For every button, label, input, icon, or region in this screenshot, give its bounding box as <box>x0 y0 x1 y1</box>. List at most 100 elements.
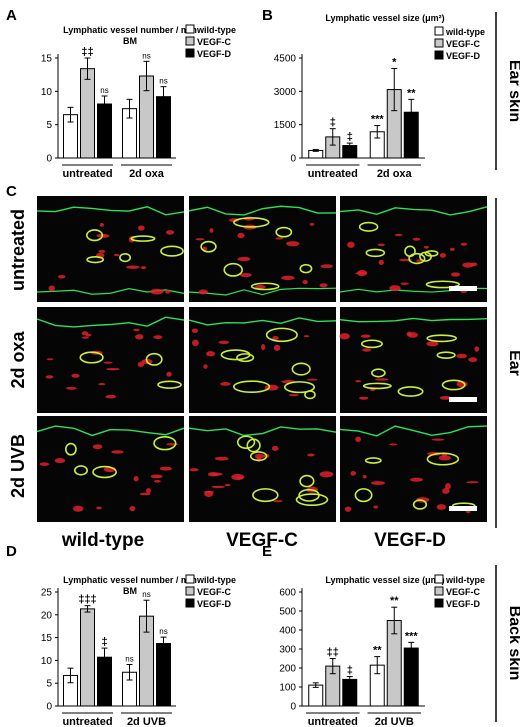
blood-vessel-mark <box>456 353 468 359</box>
epidermis-line <box>36 425 185 437</box>
blood-vessel-mark <box>204 490 214 498</box>
blood-vessel-mark <box>239 272 252 278</box>
col-label-vegf-c: VEGF-C <box>226 530 298 551</box>
blood-vessel-mark <box>133 476 139 482</box>
blood-vessel-mark <box>153 335 163 340</box>
blood-vessel-mark <box>423 245 429 249</box>
blood-vessel-mark <box>145 488 151 494</box>
blood-vessel-mark <box>96 506 102 510</box>
blood-vessel-mark <box>191 328 199 334</box>
panel-letter-e: E <box>262 543 272 560</box>
blood-vessel-mark <box>406 331 412 337</box>
blood-vessel-mark <box>153 479 161 483</box>
chart-a-significance-label: ns <box>100 86 108 95</box>
chart-a-title: Lymphatic vessel number / mm <box>63 25 197 35</box>
chart-e-ytick-label: 200 <box>279 664 296 675</box>
chart-e-legend-label: VEGF-C <box>446 587 481 597</box>
blood-vessel-mark <box>271 445 279 451</box>
lymphatic-vessel-mark <box>425 280 460 289</box>
micrograph-1-1 <box>188 307 337 413</box>
lymphatic-vessel-mark <box>236 435 256 449</box>
lymphatic-vessel-mark <box>408 252 426 265</box>
chart-a-legend-swatch <box>185 36 195 46</box>
blood-vessel-mark <box>165 289 171 294</box>
chart-d-category-label: 2d UVB <box>127 716 166 727</box>
blood-vessel-mark <box>400 282 409 285</box>
blood-vessel-mark <box>126 265 140 269</box>
lymphatic-vessel-mark <box>354 488 373 503</box>
chart-a-title-line2: BM <box>123 36 137 46</box>
lymphatic-vessel-mark <box>424 250 439 257</box>
lymphatic-vessel-mark <box>436 351 456 359</box>
chart-a-legend-swatch <box>185 24 195 34</box>
chart-a-bar-vegf-c <box>80 68 95 159</box>
lymphatic-vessel-mark <box>236 353 255 363</box>
blood-vessel-mark <box>111 450 124 454</box>
blood-vessel-mark <box>436 504 447 510</box>
blood-vessel-mark <box>307 453 315 457</box>
blood-vessel-mark <box>54 458 66 464</box>
back-skin-label: Back skin <box>506 606 520 681</box>
chart-b-legend-label: VEGF-D <box>446 51 481 61</box>
blood-vessel-mark <box>389 443 398 446</box>
chart-b-title: Lymphatic vessel size (μm²) <box>325 13 444 23</box>
chart-d-legend-label: VEGF-D <box>197 599 232 609</box>
blood-vessel-mark <box>189 468 199 472</box>
lymphatic-vessel-mark <box>249 451 268 462</box>
blood-vessel-mark <box>369 388 376 392</box>
blood-vessel-mark <box>359 396 369 400</box>
chart-b: Lymphatic vessel size (μm²) 0 1500 3000 4500… <box>274 13 485 180</box>
blood-vessel-mark <box>237 232 245 239</box>
lymphatic-vessel-mark <box>64 442 77 456</box>
blood-vessel-mark <box>65 386 77 390</box>
chart-a-category-label: untreated <box>62 168 112 180</box>
chart-a-significance-label: ns <box>159 77 167 86</box>
lymphatic-vessel-mark <box>371 368 386 378</box>
lymphatic-vessel-mark <box>252 488 279 503</box>
chart-b-category-label: untreated <box>308 168 358 180</box>
micrograph-2-1 <box>188 416 337 522</box>
blood-vessel-mark <box>371 481 386 485</box>
blood-vessel-mark <box>375 378 389 381</box>
blood-vessel-mark <box>412 237 421 241</box>
chart-e-bar-vegf-d <box>403 647 419 707</box>
blood-vessel-mark <box>48 285 55 292</box>
lymphatic-vessel-mark <box>441 379 466 391</box>
chart-e-legend-swatch <box>434 574 444 584</box>
blood-vessel-mark <box>272 500 283 503</box>
epidermis-line <box>36 206 185 216</box>
lymphatic-vessel-mark <box>79 351 104 364</box>
lymphatic-vessel-mark <box>119 253 132 263</box>
lymphatic-vessel-mark <box>153 436 177 451</box>
blood-vessel-mark <box>203 364 208 369</box>
chart-d-ytick-label: 25 <box>41 588 53 599</box>
blood-vessel-mark <box>460 242 468 246</box>
blood-vessel-mark <box>159 466 172 471</box>
chart-b-significance-label: ‡ <box>347 131 353 143</box>
chart-a-legend-label: VEGF-C <box>197 37 232 47</box>
blood-vessel-mark <box>106 367 120 371</box>
chart-d-ytick-label: 20 <box>41 610 53 621</box>
blood-vessel-mark <box>133 328 140 332</box>
blood-vessel-mark <box>220 382 231 386</box>
chart-d-title-line2: BM <box>123 586 137 596</box>
lymphatic-vessel-mark <box>283 381 316 394</box>
chart-d-significance-label: ‡ <box>101 636 107 648</box>
blood-vessel-mark <box>309 222 315 226</box>
blood-vessel-mark <box>355 436 361 442</box>
chart-a-legend-label: VEGF-D <box>197 49 232 59</box>
chart-a-significance-label: ns <box>142 51 150 60</box>
blood-vessel-mark <box>378 259 384 266</box>
chart-e-category-label: untreated <box>308 716 358 727</box>
blood-vessel-mark <box>449 247 455 251</box>
blood-vessel-mark <box>362 475 367 479</box>
lymphatic-vessel-mark <box>86 229 104 242</box>
chart-e-ytick-label: 600 <box>279 588 296 599</box>
blood-vessel-mark <box>466 481 479 484</box>
chart-b-category-label: 2d oxa <box>377 168 413 180</box>
lymphatic-vessel-mark <box>299 474 315 488</box>
lymphatic-vessel-mark <box>360 339 383 349</box>
chart-d-ytick-label: 5 <box>46 679 52 690</box>
lymphatic-vessel-mark <box>365 248 386 258</box>
blood-vessel-mark <box>474 346 480 352</box>
